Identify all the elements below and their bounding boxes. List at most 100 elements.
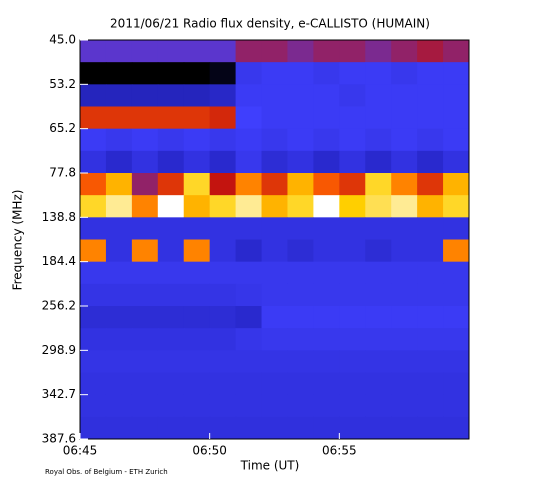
cell	[105, 150, 133, 174]
cell	[313, 283, 340, 307]
cell	[105, 62, 133, 85]
cell	[365, 84, 392, 107]
cell	[365, 261, 392, 285]
cell	[313, 328, 340, 351]
cell	[261, 62, 288, 85]
cell	[105, 217, 133, 240]
cell	[183, 239, 211, 263]
cell	[131, 328, 159, 351]
cell	[313, 62, 340, 85]
cell	[261, 394, 288, 418]
cell	[287, 416, 314, 440]
cell	[235, 416, 263, 440]
cell	[157, 283, 185, 307]
cell	[417, 306, 444, 329]
cell	[443, 217, 470, 240]
plot-frame	[79, 39, 470, 440]
y-axis-label: Frequency (MHz)	[11, 190, 25, 291]
cell	[105, 394, 133, 418]
cell	[339, 350, 366, 373]
cell	[209, 394, 237, 418]
cell	[417, 195, 444, 218]
cell	[365, 173, 392, 196]
cell	[157, 306, 185, 329]
cell	[209, 195, 237, 218]
y-tick-label: 53.2	[49, 77, 76, 91]
cell	[261, 40, 288, 63]
cell	[313, 128, 340, 152]
cell	[287, 350, 314, 373]
cell	[80, 261, 107, 285]
cell	[261, 150, 288, 174]
cell	[313, 394, 340, 418]
cell	[391, 195, 418, 218]
cell	[157, 261, 185, 285]
cell	[183, 350, 211, 373]
cell	[209, 106, 237, 130]
cell	[209, 283, 237, 307]
cell	[287, 128, 314, 152]
cell	[157, 195, 185, 218]
cell	[235, 283, 263, 307]
cell	[105, 372, 133, 396]
cell	[80, 416, 107, 440]
cell	[365, 239, 392, 263]
cell	[313, 40, 340, 63]
cell	[235, 195, 263, 218]
cell	[365, 195, 392, 218]
cell	[443, 394, 470, 418]
cell	[443, 84, 470, 107]
cell	[157, 173, 185, 196]
cell	[261, 217, 288, 240]
cell	[80, 350, 107, 373]
cell	[339, 239, 366, 263]
x-tick-label: 06:45	[63, 444, 98, 458]
cell	[183, 217, 211, 240]
cell	[443, 40, 470, 63]
cell	[443, 261, 470, 285]
cell	[339, 40, 366, 63]
cell	[131, 350, 159, 373]
cell	[131, 372, 159, 396]
cell	[313, 239, 340, 263]
cell	[131, 84, 159, 107]
cell	[183, 40, 211, 63]
cell	[287, 62, 314, 85]
cell	[365, 217, 392, 240]
cell	[209, 239, 237, 263]
cell	[313, 150, 340, 174]
cell	[235, 350, 263, 373]
cell	[209, 372, 237, 396]
cell	[339, 328, 366, 351]
x-tick-label: 06:50	[192, 444, 227, 458]
cell	[365, 283, 392, 307]
cell	[235, 372, 263, 396]
cell	[365, 328, 392, 351]
cell	[287, 283, 314, 307]
cell	[313, 416, 340, 440]
cell	[235, 239, 263, 263]
cell	[339, 306, 366, 329]
cell	[105, 306, 133, 329]
cell	[183, 328, 211, 351]
cell	[105, 128, 133, 152]
cell	[105, 173, 133, 196]
cell	[391, 84, 418, 107]
cell	[261, 306, 288, 329]
y-tick-label: 298.9	[42, 343, 76, 357]
cell	[235, 328, 263, 351]
cell	[365, 416, 392, 440]
cell	[235, 173, 263, 196]
cell	[313, 306, 340, 329]
cell	[183, 128, 211, 152]
cell	[131, 106, 159, 130]
y-tick-label: 77.8	[49, 166, 76, 180]
cell	[391, 150, 418, 174]
cell	[183, 394, 211, 418]
cell	[391, 328, 418, 351]
cell	[183, 195, 211, 218]
cell	[391, 239, 418, 263]
cell	[339, 261, 366, 285]
cell	[417, 217, 444, 240]
cell	[157, 84, 185, 107]
